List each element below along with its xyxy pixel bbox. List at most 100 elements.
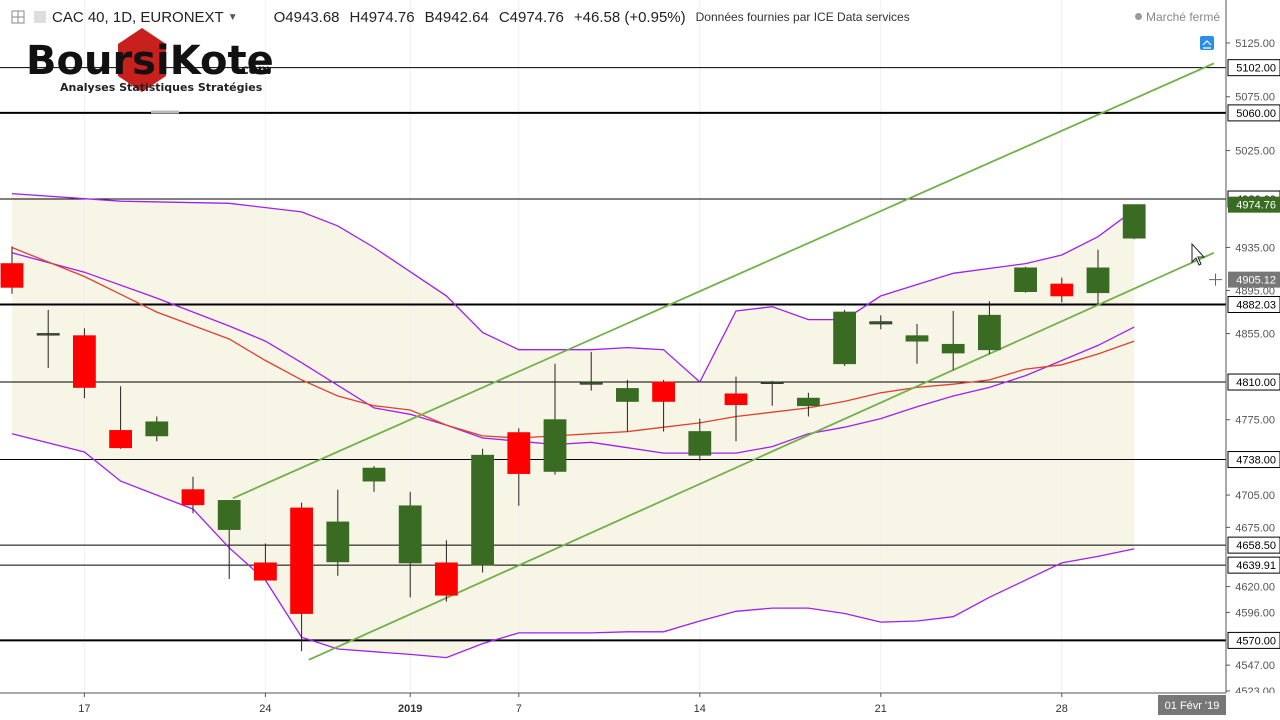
open-value: O4943.68 xyxy=(273,8,340,26)
candle-up xyxy=(978,314,1001,351)
boursikoter-logo: BoursiKoter .com Analyses Statistiques S… xyxy=(26,28,274,114)
y-tick-label: 4620.00 xyxy=(1235,582,1275,594)
candle-up xyxy=(398,505,422,564)
level-tag-box xyxy=(1227,373,1280,391)
trend-channel-line xyxy=(308,252,1215,661)
y-tick-label: 5025.00 xyxy=(1235,146,1275,158)
level-tag-box xyxy=(1227,451,1280,469)
logo-suffix: .com xyxy=(236,63,271,78)
candle-up xyxy=(797,397,820,407)
candle-up xyxy=(905,335,929,342)
candle-up xyxy=(869,321,893,325)
bollinger-band-fill xyxy=(12,193,1135,658)
x-tick-label: 2019 xyxy=(398,703,422,715)
candle-down xyxy=(181,489,205,506)
candle-up xyxy=(1086,267,1110,294)
x-tick-label: 17 xyxy=(78,703,90,715)
logo-tagline: Analyses Statistiques Stratégies xyxy=(60,81,263,94)
square-icon[interactable] xyxy=(34,10,48,24)
y-tick-label: 4675.00 xyxy=(1235,522,1275,534)
level-tag-box xyxy=(1227,295,1280,313)
candle-up xyxy=(145,421,169,437)
y-tick-label: 4775.00 xyxy=(1235,415,1275,427)
scroll-to-top-icon xyxy=(1200,36,1214,50)
candle-up xyxy=(616,388,639,402)
candle-up xyxy=(579,381,603,385)
last-price-tag-box xyxy=(1228,196,1280,213)
x-tick-label: 7 xyxy=(516,703,522,715)
candle-down xyxy=(652,381,675,402)
candle-down xyxy=(0,263,24,288)
crosshair-price-label: 4905.12 xyxy=(1236,275,1276,287)
y-tick-label: 4895.00 xyxy=(1235,286,1275,298)
bollinger-middle-line xyxy=(11,252,1135,454)
level-tag-label: 5060.00 xyxy=(1236,108,1276,120)
level-tag-box xyxy=(1227,104,1280,122)
level-tag-label: 4658.50 xyxy=(1236,540,1276,552)
low-value: B4942.64 xyxy=(424,8,489,26)
last-price-tag-label: 4974.76 xyxy=(1236,200,1276,212)
y-tick-label: 4855.00 xyxy=(1235,329,1275,341)
candle-up xyxy=(1122,204,1146,239)
candle-down xyxy=(253,562,277,581)
moving-average-line xyxy=(11,246,1135,439)
y-tick-label: 5075.00 xyxy=(1235,92,1275,104)
candle-up xyxy=(217,500,241,530)
level-tag-label: 4639.91 xyxy=(1236,560,1276,572)
x-tick-label: 14 xyxy=(694,703,706,715)
logo-name: BoursiKoter xyxy=(26,38,274,84)
close-value: C4974.76 xyxy=(498,8,564,26)
bollinger-lower-line xyxy=(11,433,1135,659)
candle-down xyxy=(1050,283,1074,297)
level-tag-label: 4738.00 xyxy=(1236,455,1276,467)
market-status-label: Marché fermé xyxy=(1145,10,1220,24)
level-tag-box xyxy=(1227,59,1280,77)
y-tick-label: 4547.00 xyxy=(1235,660,1275,672)
change-value: +46.58 (+0.95%) xyxy=(573,8,686,26)
candle-up xyxy=(760,381,784,384)
candle-up xyxy=(1014,267,1037,292)
level-tag-label: 4570.00 xyxy=(1236,635,1276,647)
level-tag-box xyxy=(1227,631,1280,649)
cursor-pointer-icon xyxy=(1191,242,1206,266)
y-tick-label: 4705.00 xyxy=(1235,490,1275,502)
candle-down xyxy=(109,430,132,449)
candle-down xyxy=(290,507,314,614)
candle-up xyxy=(941,343,965,354)
chevron-down-icon[interactable]: ▼ xyxy=(227,11,238,23)
candle-up xyxy=(688,431,712,456)
level-tag-label: 4882.03 xyxy=(1236,299,1276,311)
candle-down xyxy=(724,393,748,406)
y-tick-label: 4596.00 xyxy=(1235,607,1275,619)
candle-up xyxy=(471,454,495,566)
candle-up xyxy=(833,311,856,365)
trend-channel-line xyxy=(232,62,1215,500)
data-source-label: Données fournies par ICE Data services xyxy=(695,10,910,24)
x-tick-label: 28 xyxy=(1056,703,1068,715)
candle-up xyxy=(362,467,386,482)
time-axis-background xyxy=(0,693,1280,720)
level-tag-box xyxy=(1227,556,1280,574)
chart-header: CAC 40, 1D, EURONEXT ▼ O4943.68 H4974.76… xyxy=(0,0,1226,34)
level-tag-label: 5102.00 xyxy=(1236,63,1276,75)
candle-down xyxy=(73,335,96,388)
symbol-label[interactable]: CAC 40, 1D, EURONEXT xyxy=(52,8,224,26)
level-tag-box xyxy=(1227,536,1280,554)
status-dot-icon xyxy=(1134,13,1142,20)
expand-icon[interactable] xyxy=(11,10,25,24)
scroll-to-top-arrow xyxy=(1202,40,1212,49)
candle-up xyxy=(36,333,60,336)
candle-up xyxy=(326,521,350,563)
crosshair-date-label: 01 Févr '19 xyxy=(1165,700,1220,712)
crosshair-date-box xyxy=(1158,695,1226,715)
y-tick-label: 5125.00 xyxy=(1235,38,1275,50)
crosshair-price-box xyxy=(1228,271,1280,288)
candle-up xyxy=(543,419,567,472)
level-tag-label: 4810.00 xyxy=(1236,377,1276,389)
market-status: Marché fermé xyxy=(1134,10,1220,24)
y-tick-label: 4935.00 xyxy=(1235,242,1275,254)
x-tick-label: 21 xyxy=(875,703,887,715)
bollinger-upper-line xyxy=(11,192,1135,384)
